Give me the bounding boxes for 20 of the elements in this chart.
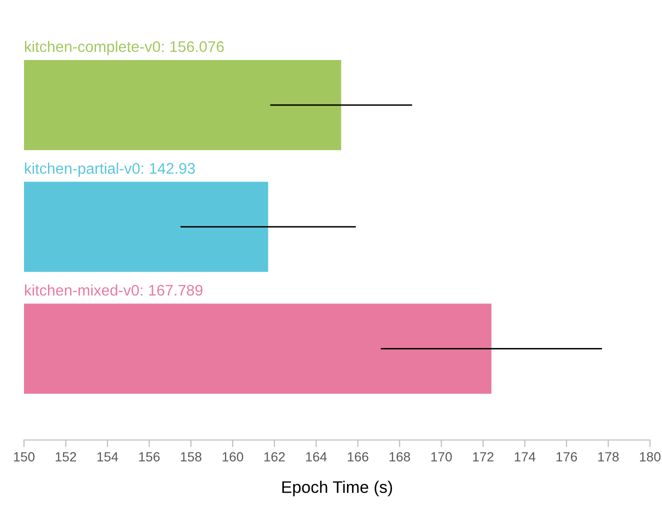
x-tick-label: 172 [473, 452, 494, 462]
x-tick-label: 166 [348, 452, 368, 462]
x-tick-label: 178 [598, 452, 619, 462]
y-tick-label: kitchen-partial-v0: 142.93 [25, 162, 195, 177]
x-axis-title: Epoch Time (s) [282, 480, 392, 496]
y-tick-label: kitchen-complete-v0: 156.076 [25, 40, 224, 56]
x-tick-label: 176 [556, 452, 577, 462]
x-tick-label: 160 [222, 452, 244, 462]
x-tick-label: 158 [180, 452, 202, 462]
x-tick-label: 156 [139, 452, 160, 462]
x-tick-label: 168 [390, 452, 410, 462]
x-tick-label: 154 [97, 452, 118, 462]
y-tick-label: kitchen-mixed-v0: 167.789 [25, 284, 202, 296]
x-tick-label: 150 [14, 452, 34, 462]
x-tick-label: 170 [431, 452, 452, 462]
x-tick-label: 180 [640, 452, 660, 462]
x-tick-label: 164 [306, 452, 327, 462]
x-tick-label: 162 [264, 452, 285, 462]
x-tick-label: 174 [514, 452, 536, 462]
x-tick-label: 152 [56, 452, 76, 462]
